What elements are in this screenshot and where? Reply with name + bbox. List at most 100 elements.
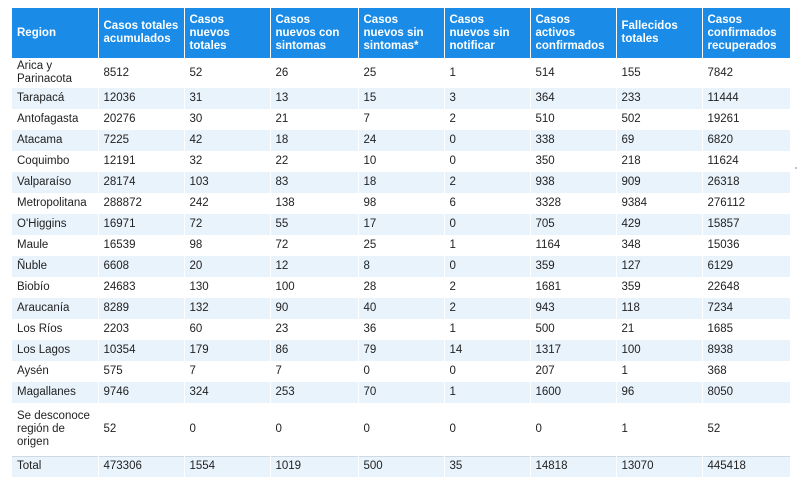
value-cell: 6 bbox=[444, 193, 531, 214]
value-cell: 24683 bbox=[98, 277, 185, 298]
value-cell: 218 bbox=[616, 151, 703, 172]
value-cell: 15857 bbox=[702, 214, 791, 235]
value-cell: 348 bbox=[616, 235, 703, 256]
value-cell: 3 bbox=[444, 88, 531, 109]
value-cell: 130 bbox=[184, 277, 271, 298]
value-cell: 429 bbox=[616, 214, 703, 235]
value-cell: 15036 bbox=[702, 235, 791, 256]
value-cell: 938 bbox=[530, 172, 617, 193]
table-row: Arica y Parinacota 8512 52 26 25 1 514 155 7842 bbox=[12, 58, 791, 88]
value-cell: 1600 bbox=[530, 382, 617, 403]
value-cell: 22 bbox=[270, 151, 359, 172]
value-cell: 1 bbox=[616, 361, 703, 382]
value-cell: 18 bbox=[270, 130, 359, 151]
value-cell: 943 bbox=[530, 298, 617, 319]
value-cell: 514 bbox=[530, 58, 617, 88]
value-cell: 19261 bbox=[702, 109, 791, 130]
value-cell: 138 bbox=[270, 193, 359, 214]
region-cell: Arica y Parinacota bbox=[12, 58, 99, 88]
value-cell: 25 bbox=[358, 235, 445, 256]
value-cell: 324 bbox=[184, 382, 271, 403]
value-cell: 0 bbox=[444, 130, 531, 151]
table-row: Los Ríos 2203 60 23 36 1 500 21 1685 bbox=[12, 319, 791, 340]
value-cell: 42 bbox=[184, 130, 271, 151]
region-cell: Coquimbo bbox=[12, 151, 99, 172]
value-cell: 500 bbox=[530, 319, 617, 340]
value-cell: 11624 bbox=[702, 151, 791, 172]
value-cell: 1681 bbox=[530, 277, 617, 298]
covid-cases-table: Region Casos totales acumulados Casos nuev… bbox=[12, 8, 791, 477]
value-cell: 2 bbox=[444, 109, 531, 130]
column-header-2: Casos nuevos totales bbox=[184, 8, 271, 58]
value-cell: 179 bbox=[184, 340, 271, 361]
table-row: Magallanes 9746 324 253 70 1 1600 96 8050 bbox=[12, 382, 791, 403]
value-cell: 233 bbox=[616, 88, 703, 109]
value-cell: 9746 bbox=[98, 382, 185, 403]
value-cell: 7 bbox=[270, 361, 359, 382]
value-cell: 8050 bbox=[702, 382, 791, 403]
region-cell: Los Lagos bbox=[12, 340, 99, 361]
value-cell: 0 bbox=[444, 256, 531, 277]
value-cell: 20 bbox=[184, 256, 271, 277]
value-cell: 103 bbox=[184, 172, 271, 193]
value-cell: 288872 bbox=[98, 193, 185, 214]
value-cell: 2 bbox=[444, 298, 531, 319]
value-cell: 10354 bbox=[98, 340, 185, 361]
region-cell: Magallanes bbox=[12, 382, 99, 403]
value-cell: 0 bbox=[530, 403, 617, 456]
header-row: Region Casos totales acumulados Casos nuev… bbox=[12, 8, 790, 58]
value-cell: 2203 bbox=[98, 319, 185, 340]
value-cell: 98 bbox=[184, 235, 271, 256]
value-cell: 0 bbox=[444, 151, 531, 172]
value-cell: 13070 bbox=[616, 455, 703, 477]
region-cell: Los Ríos bbox=[12, 319, 99, 340]
value-cell: 8512 bbox=[98, 58, 185, 88]
value-cell: 14 bbox=[444, 340, 531, 361]
value-cell: 350 bbox=[530, 151, 617, 172]
value-cell: 473306 bbox=[98, 455, 185, 477]
value-cell: 0 bbox=[270, 403, 359, 456]
value-cell: 7 bbox=[184, 361, 271, 382]
value-cell: 1317 bbox=[530, 340, 617, 361]
value-cell: 909 bbox=[616, 172, 703, 193]
region-cell: Antofagasta bbox=[12, 109, 99, 130]
table-header: Region Casos totales acumulados Casos nuev… bbox=[12, 8, 790, 58]
table-row: O'Higgins 16971 72 55 17 0 705 429 15857 bbox=[12, 214, 791, 235]
table-row: Coquimbo 12191 32 22 10 0 350 218 11624 bbox=[12, 151, 791, 172]
value-cell: 23 bbox=[270, 319, 359, 340]
value-cell: 31 bbox=[184, 88, 271, 109]
region-cell: Aysén bbox=[12, 361, 99, 382]
value-cell: 52 bbox=[98, 403, 185, 456]
value-cell: 86 bbox=[270, 340, 359, 361]
value-cell: 1 bbox=[444, 319, 531, 340]
table-row: Valparaíso 28174 103 83 18 2 938 909 26318 bbox=[12, 172, 791, 193]
value-cell: 510 bbox=[530, 109, 617, 130]
value-cell: 253 bbox=[270, 382, 359, 403]
table-row: Antofagasta 20276 30 21 7 2 510 502 19261 bbox=[12, 109, 791, 130]
table-row: Aysén 575 7 7 0 0 207 1 368 bbox=[12, 361, 791, 382]
value-cell: 338 bbox=[530, 130, 617, 151]
value-cell: 155 bbox=[616, 58, 703, 88]
value-cell: 118 bbox=[616, 298, 703, 319]
value-cell: 500 bbox=[358, 455, 445, 477]
value-cell: 15 bbox=[358, 88, 445, 109]
value-cell: 25 bbox=[358, 58, 445, 88]
region-cell: Se desconoce región de origen bbox=[12, 403, 99, 456]
value-cell: 14818 bbox=[530, 455, 617, 477]
value-cell: 445418 bbox=[702, 455, 791, 477]
column-header-6: Casos activos confirmados bbox=[530, 8, 617, 58]
value-cell: 16539 bbox=[98, 235, 185, 256]
value-cell: 35 bbox=[444, 455, 531, 477]
region-cell: Maule bbox=[12, 235, 99, 256]
value-cell: 8 bbox=[358, 256, 445, 277]
value-cell: 2 bbox=[444, 277, 531, 298]
value-cell: 0 bbox=[358, 361, 445, 382]
value-cell: 26 bbox=[270, 58, 359, 88]
table-row: Se desconoce región de origen 52 0 0 0 0 0 1 52 bbox=[12, 403, 791, 456]
region-cell: Metropolitana bbox=[12, 193, 99, 214]
decorative-dot bbox=[795, 167, 797, 169]
value-cell: 1 bbox=[444, 58, 531, 88]
value-cell: 70 bbox=[358, 382, 445, 403]
value-cell: 1164 bbox=[530, 235, 617, 256]
value-cell: 1 bbox=[444, 235, 531, 256]
